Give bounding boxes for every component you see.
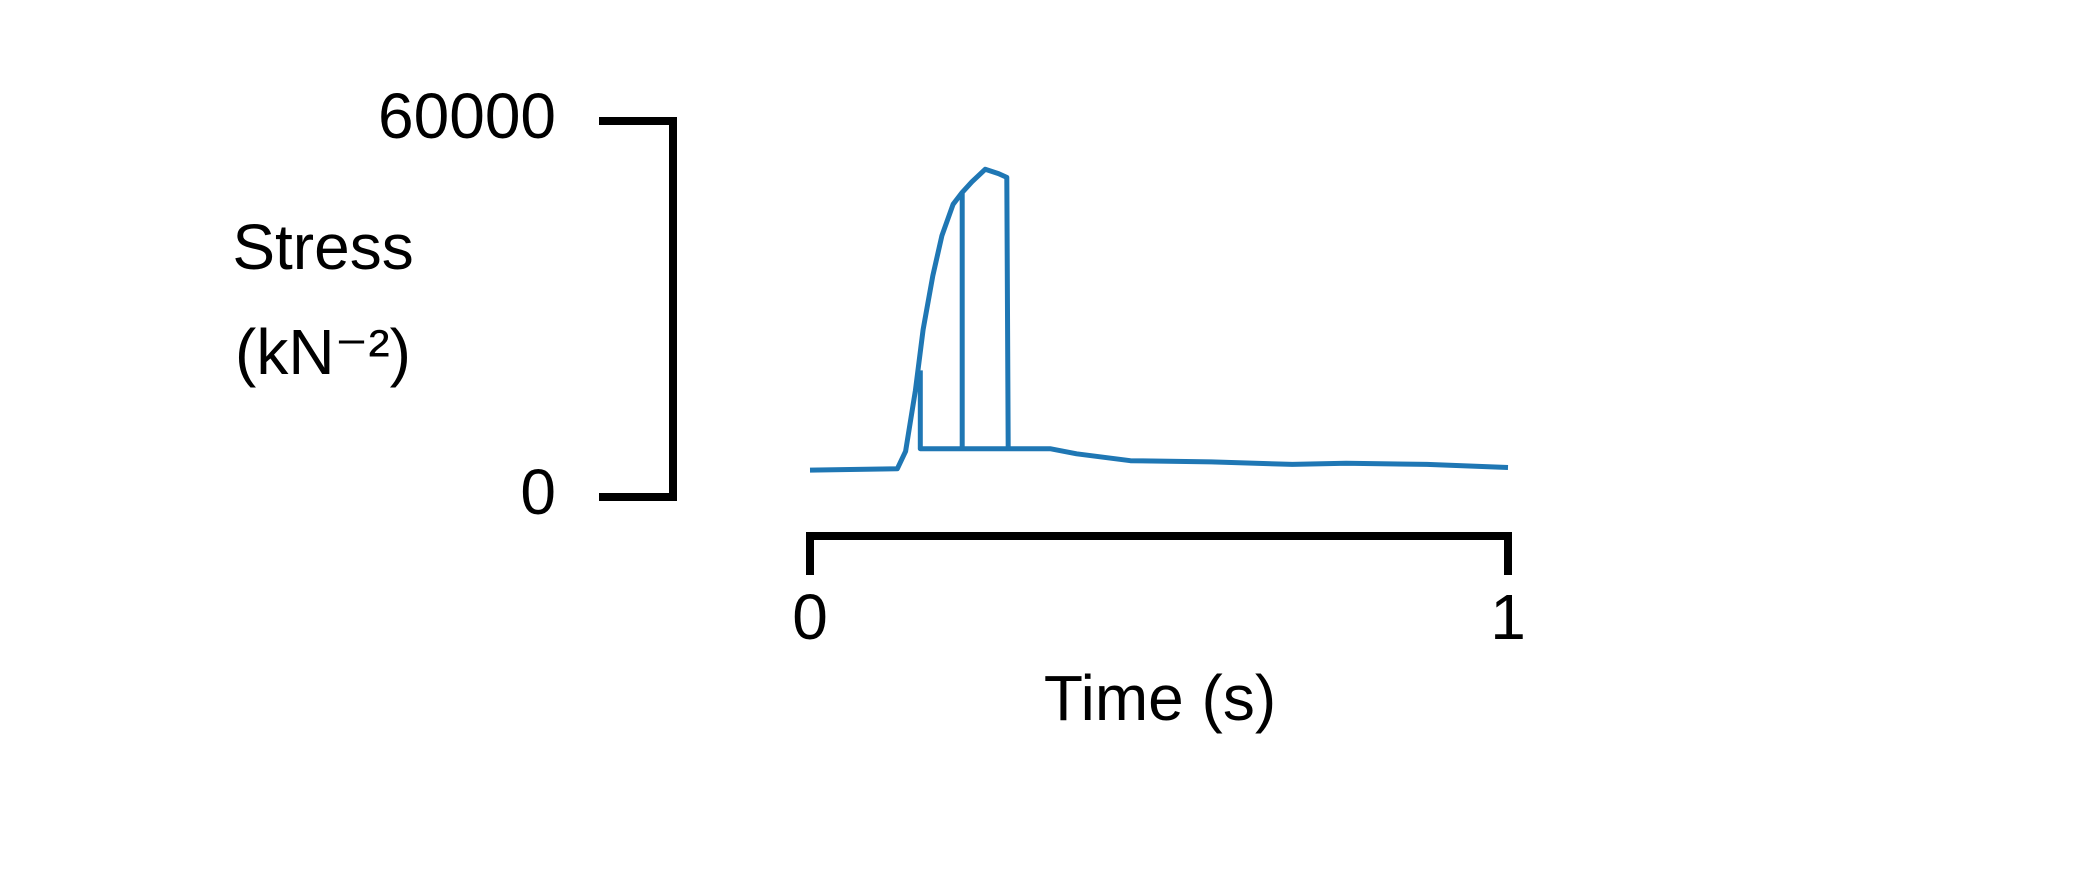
x-tick-label: 1 — [1490, 581, 1526, 653]
x-axis-label: Time (s) — [1044, 662, 1276, 734]
x-tick-label: 0 — [792, 581, 828, 653]
y-axis-label: Stress — [232, 211, 413, 283]
data-line — [809, 166, 1509, 473]
y-tick-label: 60000 — [378, 80, 556, 152]
y-axis-label: (kN⁻²) — [235, 316, 411, 388]
y-tick-label: 0 — [520, 456, 556, 528]
